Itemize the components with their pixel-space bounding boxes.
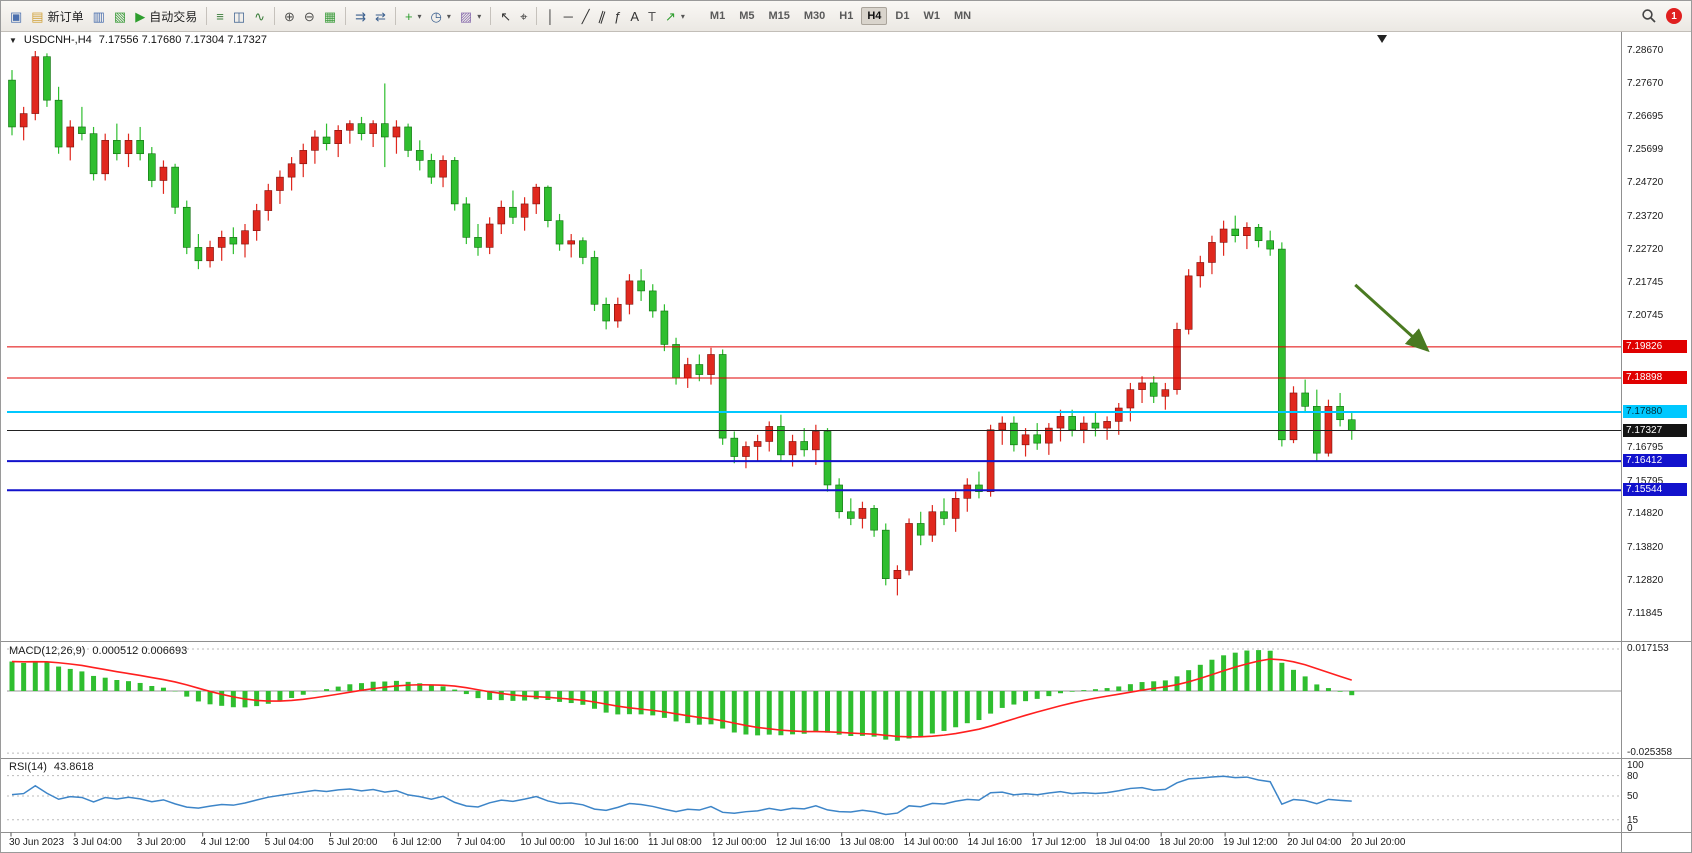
symbol-period-label: USDCNH-,H4: [23, 34, 92, 46]
macd-values: 0.000512 0.006693: [92, 645, 188, 657]
auto-scroll-icon[interactable]: ⇉: [351, 5, 370, 27]
label-icon: T: [648, 8, 656, 24]
horizontal-line-icon[interactable]: ─: [560, 5, 577, 27]
cursor-icon: ↖: [500, 8, 512, 24]
bar-chart-icon[interactable]: ≡: [212, 5, 228, 27]
rsi-name: RSI(14): [9, 761, 47, 773]
zoom-out-icon: ⊖: [303, 8, 315, 24]
line-chart-icon[interactable]: ∿: [250, 5, 269, 27]
arrows-icon: ↗: [664, 8, 676, 24]
indicators-button[interactable]: + ▾: [401, 5, 426, 27]
channel-icon[interactable]: ∥: [595, 5, 610, 27]
price-lines: [7, 346, 1621, 492]
toolbar-separator: [345, 7, 347, 25]
timeframe-w1[interactable]: W1: [923, 10, 940, 22]
cursor-icon[interactable]: ↖: [496, 5, 515, 27]
market-watch-icon[interactable]: ▥: [89, 5, 109, 27]
crosshair-icon[interactable]: ⌖: [516, 5, 531, 27]
chart-shift-icon[interactable]: ⇄: [371, 5, 390, 27]
fibonacci-icon[interactable]: ƒ: [610, 5, 625, 27]
auto-trading-button-label: 自动交易: [149, 9, 198, 24]
crosshair-icon: ⌖: [520, 8, 528, 24]
new-order-button[interactable]: ▤ 新订单: [27, 5, 87, 27]
panel-separators: [1, 31, 1691, 852]
macd-panel: [7, 648, 1621, 754]
trendline-icon: ╱: [581, 8, 590, 24]
navigator-icon[interactable]: ▧: [110, 5, 130, 27]
candlestick-chart-icon[interactable]: ◫: [229, 5, 249, 27]
auto-trading-button: ▶: [135, 8, 146, 24]
templates-button: ▨: [459, 8, 473, 24]
macd-name: MACD(12,26,9): [9, 645, 86, 657]
timeframe-group: M1 M5 M15 M30 H1 H4 D1 W1 MN: [704, 7, 977, 25]
toolbar: ▣ ▤ 新订单 ▥ ▧ ▶ 自动交易 ≡ ◫ ∿ ⊕ ⊖ ▦ ⇉ ⇄ + ▾ ◷ ▾ ▨ ▾ ↖ ⌖ │ ─ ╱ ∥ ƒ A T ↗ ▾ M1 M…: [1, 1, 1691, 32]
channel-icon: ∥: [596, 7, 608, 25]
zoom-in-icon[interactable]: ⊕: [280, 5, 299, 27]
candles: [8, 51, 1356, 596]
vertical-line-icon: │: [546, 8, 555, 24]
auto-trading-button[interactable]: ▶ 自动交易: [131, 5, 201, 27]
chart-shift-icon: ⇄: [375, 8, 386, 24]
timeframe-h1[interactable]: H1: [839, 10, 854, 22]
toolbar-separator: [536, 7, 538, 25]
timeframe-m1[interactable]: M1: [709, 10, 726, 22]
shift-marker-icon: [1377, 35, 1388, 43]
notification-badge[interactable]: 1: [1666, 8, 1682, 24]
timeframe-h4[interactable]: H4: [861, 7, 888, 25]
timeframe-m15[interactable]: M15: [768, 10, 790, 22]
market-watch-icon: ▥: [92, 8, 105, 24]
toolbar-right: 1: [1641, 8, 1686, 24]
tile-windows-icon[interactable]: ▦: [320, 5, 340, 27]
tile-windows-icon: ▦: [323, 8, 337, 24]
toolbar-separator: [490, 7, 492, 25]
timeframe-m5[interactable]: M5: [739, 10, 755, 22]
arrows-icon[interactable]: ↗ ▾: [661, 5, 689, 27]
label-icon[interactable]: T: [644, 5, 660, 27]
navigator-icon: ▧: [113, 8, 127, 24]
zoom-in-icon: ⊕: [284, 8, 295, 24]
zoom-out-icon[interactable]: ⊖: [300, 5, 319, 27]
time-ticks: [10, 832, 1354, 837]
trendline-icon[interactable]: ╱: [578, 5, 594, 27]
toolbar-separator: [274, 7, 276, 25]
timeframe-mn[interactable]: MN: [953, 10, 972, 22]
text-icon[interactable]: A: [626, 5, 643, 27]
chevron-down-icon: ▾: [446, 11, 451, 21]
new-order-button-label: 新订单: [47, 9, 84, 24]
charts-window-icon[interactable]: ▣: [6, 5, 26, 27]
fibonacci-icon: ƒ: [614, 8, 622, 24]
timeframe-d1[interactable]: D1: [895, 10, 910, 22]
symbol-info: ▼ USDCNH-,H4 7.17556 7.17680 7.17304 7.1…: [9, 34, 267, 46]
rsi-value: 43.8618: [53, 761, 94, 773]
indicators-button: +: [404, 8, 413, 24]
toolbar-separator: [394, 7, 396, 25]
timeframe-m30[interactable]: M30: [803, 10, 826, 22]
charts-window-icon: ▣: [10, 8, 23, 24]
toolbar-separator: [206, 7, 208, 25]
search-icon[interactable]: [1641, 8, 1657, 24]
periods-button: ◷: [430, 8, 442, 24]
collapse-triangle-icon[interactable]: ▼: [9, 35, 17, 45]
arrow-annotation: [1354, 283, 1430, 353]
rsi-panel: [7, 775, 1621, 821]
chevron-down-icon: ▾: [680, 11, 685, 21]
chevron-down-icon: ▾: [477, 11, 482, 21]
rsi-label: RSI(14) 43.8618: [9, 761, 94, 773]
new-order-button: ▤: [31, 8, 44, 24]
periods-button[interactable]: ◷ ▾: [427, 5, 455, 27]
auto-scroll-icon: ⇉: [355, 8, 367, 24]
vertical-line-icon[interactable]: │: [542, 5, 558, 27]
templates-button[interactable]: ▨ ▾: [456, 5, 485, 27]
chevron-down-icon: ▾: [417, 11, 422, 21]
bar-chart-icon: ≡: [216, 8, 224, 24]
candlestick-chart-icon: ◫: [232, 8, 246, 24]
text-icon: A: [630, 8, 640, 24]
horizontal-line-icon: ─: [563, 8, 573, 24]
line-chart-icon: ∿: [254, 8, 266, 24]
macd-label: MACD(12,26,9) 0.000512 0.006693: [9, 645, 187, 657]
symbol-ohlc-values: 7.17556 7.17680 7.17304 7.17327: [98, 34, 267, 46]
